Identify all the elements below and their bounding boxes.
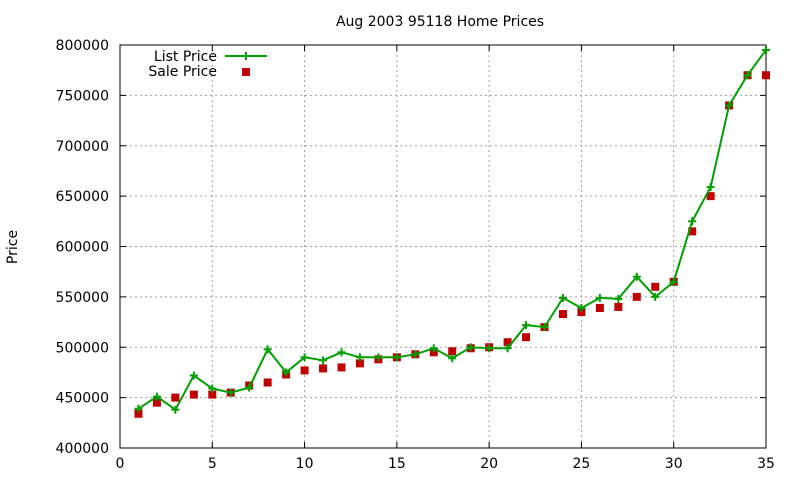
sale-price-point xyxy=(134,409,143,418)
list-price-point xyxy=(485,344,494,353)
grid xyxy=(120,45,766,448)
list-price-point xyxy=(374,353,383,362)
list-price-point xyxy=(558,293,567,302)
sale-price-point xyxy=(614,302,623,311)
sale-price-point xyxy=(429,348,438,357)
legend-swatch-sale-price xyxy=(242,68,250,76)
chart-title: Aug 2003 95118 Home Prices xyxy=(336,14,544,30)
list-price-point xyxy=(669,277,678,286)
sale-price-point xyxy=(558,310,567,319)
sale-price-point xyxy=(300,366,309,375)
sale-price-point xyxy=(171,393,180,402)
list-price-point xyxy=(540,323,549,332)
list-price-point xyxy=(245,383,254,392)
list-price-point xyxy=(632,272,641,281)
list-price-point xyxy=(282,368,291,377)
sale-price-point xyxy=(337,363,346,372)
sale-price-point xyxy=(595,303,604,312)
sale-price-point xyxy=(632,292,641,301)
y-tick-label: 550000 xyxy=(56,290,109,306)
x-tick-label: 0 xyxy=(116,456,125,472)
sale-price-point xyxy=(503,338,512,347)
sale-price-point xyxy=(355,359,364,368)
list-price-point xyxy=(651,292,660,301)
sale-price-point xyxy=(263,378,272,387)
y-tick-label: 650000 xyxy=(56,189,109,205)
x-tick-label: 25 xyxy=(573,456,591,472)
legend-label-list-price: List Price xyxy=(154,49,217,65)
series-group xyxy=(134,46,770,418)
x-tick-label: 35 xyxy=(757,456,775,472)
list-price-point xyxy=(706,183,715,192)
list-price-point xyxy=(614,294,623,303)
list-price-point xyxy=(208,384,217,393)
list-price-point xyxy=(448,354,457,363)
y-axis-title: Price xyxy=(5,230,21,264)
list-price-point xyxy=(263,345,272,354)
list-price-point xyxy=(577,303,586,312)
sale-price-point xyxy=(208,390,217,399)
y-tick-label: 450000 xyxy=(56,391,109,407)
sale-price-point xyxy=(706,192,715,201)
list-price-point xyxy=(725,101,734,110)
sale-price-point xyxy=(522,333,531,342)
sale-price-point xyxy=(152,398,161,407)
axes: 0 5 10 15 20 25 30 35 400000 450000 500000 550000 60… xyxy=(56,38,775,472)
sale-price-point xyxy=(651,282,660,291)
x-tick-label: 10 xyxy=(296,456,314,472)
list-price-point xyxy=(688,217,697,226)
list-price-point xyxy=(134,404,143,413)
list-price-point xyxy=(226,388,235,397)
list-price-point xyxy=(152,392,161,401)
y-tick-label: 400000 xyxy=(56,441,109,457)
legend-swatches xyxy=(225,52,267,76)
list-price-point xyxy=(355,353,364,362)
list-price-point xyxy=(300,353,309,362)
sale-price-point xyxy=(577,307,586,316)
list-price-point xyxy=(466,343,475,352)
legend: List Price Sale Price xyxy=(148,49,267,80)
list-price-point xyxy=(762,46,770,55)
list-price-point xyxy=(429,344,438,353)
x-tick-label: 30 xyxy=(665,456,683,472)
y-tick-label: 700000 xyxy=(56,139,109,155)
list-price-point xyxy=(595,293,604,302)
y-tick-label: 800000 xyxy=(56,38,109,54)
legend-label-sale-price: Sale Price xyxy=(148,64,217,80)
legend-swatch-list-price-marker xyxy=(242,52,250,60)
sale-price-point xyxy=(319,364,328,373)
sale-price-point xyxy=(762,71,770,80)
y-tick-label: 600000 xyxy=(56,240,109,256)
y-tick-label: 500000 xyxy=(56,340,109,356)
x-tick-label: 15 xyxy=(388,456,406,472)
x-tick-label: 5 xyxy=(208,456,217,472)
sale-price-point xyxy=(448,347,457,356)
x-tick-label: 20 xyxy=(480,456,498,472)
list-price-point xyxy=(319,356,328,365)
sale-price-point xyxy=(189,390,198,399)
list-price-point xyxy=(337,348,346,357)
sale-price-point xyxy=(688,227,697,236)
list-price-point xyxy=(189,371,198,380)
list-price-point xyxy=(503,344,512,353)
list-price-point xyxy=(522,321,531,330)
list-price-point xyxy=(743,71,752,80)
y-tick-label: 750000 xyxy=(56,88,109,104)
list-price-point xyxy=(171,405,180,414)
list-price-point xyxy=(411,350,420,359)
list-price-point xyxy=(392,353,401,362)
